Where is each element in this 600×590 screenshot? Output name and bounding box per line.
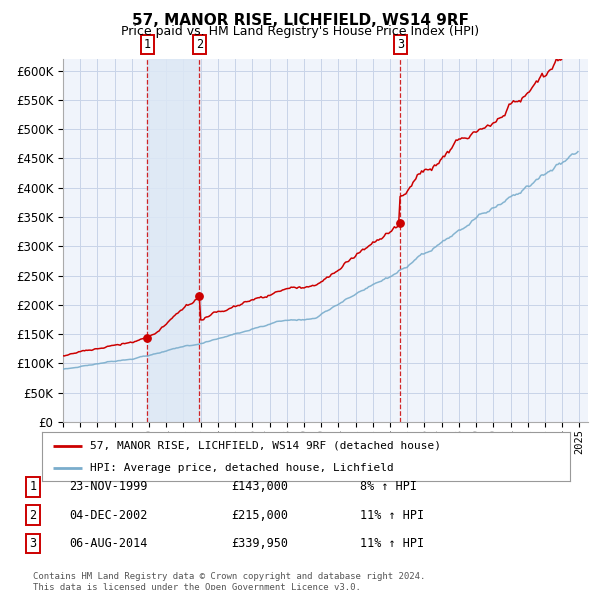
Text: 11% ↑ HPI: 11% ↑ HPI	[360, 509, 424, 522]
Text: 1: 1	[29, 480, 37, 493]
Text: 11% ↑ HPI: 11% ↑ HPI	[360, 537, 424, 550]
Text: 04-DEC-2002: 04-DEC-2002	[69, 509, 148, 522]
Text: Contains HM Land Registry data © Crown copyright and database right 2024.
This d: Contains HM Land Registry data © Crown c…	[33, 572, 425, 590]
Text: 57, MANOR RISE, LICHFIELD, WS14 9RF (detached house): 57, MANOR RISE, LICHFIELD, WS14 9RF (det…	[89, 441, 440, 451]
Point	[143, 333, 152, 343]
Text: £215,000: £215,000	[231, 509, 288, 522]
Text: Price paid vs. HM Land Registry's House Price Index (HPI): Price paid vs. HM Land Registry's House …	[121, 25, 479, 38]
Text: 23-NOV-1999: 23-NOV-1999	[69, 480, 148, 493]
Text: 8% ↑ HPI: 8% ↑ HPI	[360, 480, 417, 493]
Text: HPI: Average price, detached house, Lichfield: HPI: Average price, detached house, Lich…	[89, 463, 393, 473]
Text: 2: 2	[29, 509, 37, 522]
Text: 06-AUG-2014: 06-AUG-2014	[69, 537, 148, 550]
Text: 3: 3	[397, 38, 404, 51]
Text: 2: 2	[196, 38, 203, 51]
Text: 57, MANOR RISE, LICHFIELD, WS14 9RF: 57, MANOR RISE, LICHFIELD, WS14 9RF	[131, 13, 469, 28]
Text: 3: 3	[29, 537, 37, 550]
Point	[194, 291, 204, 301]
Text: £143,000: £143,000	[231, 480, 288, 493]
Bar	[148, 59, 199, 422]
Point	[395, 218, 405, 228]
Text: 1: 1	[144, 38, 151, 51]
Text: £339,950: £339,950	[231, 537, 288, 550]
